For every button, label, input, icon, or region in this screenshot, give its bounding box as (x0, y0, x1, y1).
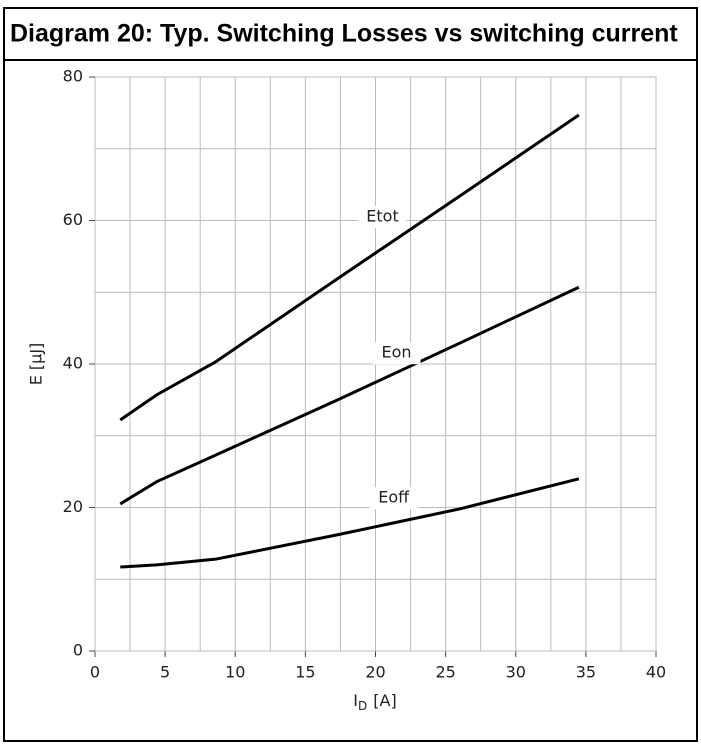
y-axis-label: E [µJ] (27, 343, 46, 386)
x-tick-label: 30 (506, 663, 526, 682)
line-series (120, 477, 580, 569)
line-series (119, 285, 580, 506)
chart-title: Diagram 20: Typ. Switching Losses vs swi… (10, 20, 678, 48)
x-label-unit: [A] (373, 691, 396, 710)
x-tick-label: 35 (576, 663, 596, 682)
x-tick-label: 40 (646, 663, 666, 682)
x-tick-label: 25 (435, 663, 455, 682)
x-axis-label: ID [A] (353, 691, 396, 713)
x-tick-label: 15 (295, 663, 315, 682)
label-bg (369, 487, 418, 510)
x-tick-label: 10 (225, 663, 245, 682)
frame (3, 7, 698, 742)
x-tick-label: 20 (365, 663, 385, 682)
y-tick-label: 80 (63, 67, 83, 86)
series-label: Etot (366, 206, 398, 225)
x-label-main: I (353, 691, 358, 710)
y-tick-label: 0 (73, 641, 83, 660)
x-tick-label: 0 (90, 663, 100, 682)
series-label: Eon (382, 343, 412, 362)
series-label: Eoff (378, 488, 410, 507)
label-bg (358, 205, 407, 228)
y-tick-label: 20 (63, 497, 83, 516)
y-tick-label: 60 (63, 210, 83, 229)
x-label-sub: D (358, 699, 367, 713)
line-series (119, 113, 580, 422)
x-tick-label: 5 (160, 663, 170, 682)
label-bg (372, 342, 421, 365)
y-tick-label: 40 (63, 354, 83, 373)
